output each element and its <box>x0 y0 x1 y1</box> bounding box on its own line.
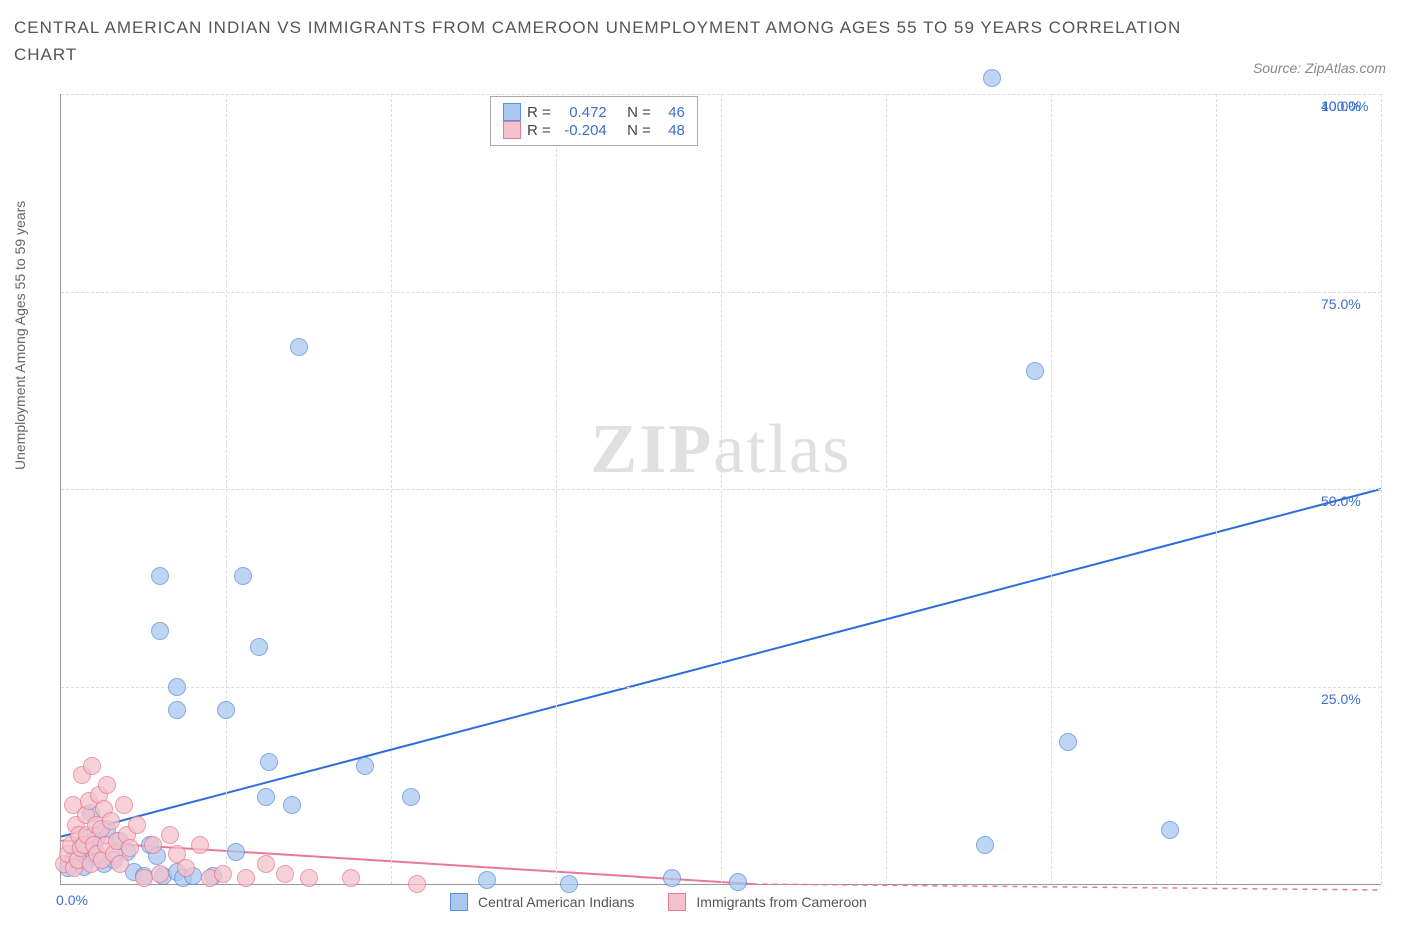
data-point <box>83 757 101 775</box>
legend-swatch <box>503 103 521 121</box>
data-point <box>214 865 232 883</box>
data-point <box>257 855 275 873</box>
data-point <box>342 869 360 887</box>
data-point <box>111 855 129 873</box>
data-point <box>478 871 496 889</box>
data-point <box>290 338 308 356</box>
data-point <box>250 638 268 656</box>
data-point <box>1059 733 1077 751</box>
data-point <box>102 812 120 830</box>
data-point <box>227 843 245 861</box>
data-point <box>276 865 294 883</box>
legend-swatch <box>503 121 521 139</box>
y-tick-label: 40.0% <box>1321 98 1361 114</box>
data-point <box>121 839 139 857</box>
y-axis-label: Unemployment Among Ages 55 to 59 years <box>12 201 28 470</box>
data-point <box>300 869 318 887</box>
gridline-horizontal <box>61 292 1381 293</box>
y-tick-label: 25.0% <box>1321 691 1361 707</box>
data-point <box>151 622 169 640</box>
legend-stats-row: R = -0.204 N = 48 <box>503 121 685 139</box>
data-point <box>234 567 252 585</box>
x-tick-label: 0.0% <box>56 892 88 908</box>
data-point <box>151 567 169 585</box>
data-point <box>128 816 146 834</box>
y-tick-label: 50.0% <box>1321 493 1361 509</box>
legend-stats-row: R = 0.472 N = 46 <box>503 103 685 121</box>
data-point <box>729 873 747 891</box>
legend-bottom: Central American Indians Immigrants from … <box>450 893 891 911</box>
gridline-horizontal <box>61 489 1381 490</box>
chart-title: CENTRAL AMERICAN INDIAN VS IMMIGRANTS FR… <box>14 14 1246 68</box>
stat-value-n: 48 <box>657 122 685 139</box>
stat-label-n: N = <box>627 104 651 121</box>
data-point <box>663 869 681 887</box>
gridline-vertical <box>1381 94 1382 884</box>
data-point <box>402 788 420 806</box>
legend-swatch <box>668 893 686 911</box>
data-point <box>217 701 235 719</box>
scatter-plot-area: ZIPatlas 25.0%50.0%75.0%100.0%40.0% <box>60 94 1381 885</box>
stat-label-n: N = <box>627 122 651 139</box>
legend-series-name: Central American Indians <box>478 894 634 910</box>
data-point <box>237 869 255 887</box>
data-point <box>356 757 374 775</box>
stat-value-r: 0.472 <box>557 104 607 121</box>
legend-series-name: Immigrants from Cameroon <box>696 894 866 910</box>
data-point <box>283 796 301 814</box>
y-tick-label: 75.0% <box>1321 296 1361 312</box>
data-point <box>168 701 186 719</box>
gridline-horizontal <box>61 687 1381 688</box>
stat-label-r: R = <box>527 122 551 139</box>
data-point <box>1026 362 1044 380</box>
trendline-dashed <box>752 884 1381 890</box>
data-point <box>1161 821 1179 839</box>
data-point <box>257 788 275 806</box>
data-point <box>260 753 278 771</box>
legend-swatch <box>450 893 468 911</box>
legend-stats-box: R = 0.472 N = 46 R = -0.204 N = 48 <box>490 96 698 146</box>
data-point <box>98 776 116 794</box>
stat-value-n: 46 <box>657 104 685 121</box>
gridline-horizontal <box>61 94 1381 95</box>
data-point <box>560 875 578 893</box>
data-point <box>151 865 169 883</box>
data-point <box>191 836 209 854</box>
data-point <box>408 875 426 893</box>
data-point <box>161 826 179 844</box>
data-point <box>144 836 162 854</box>
data-point <box>976 836 994 854</box>
stat-value-r: -0.204 <box>557 122 607 139</box>
stat-label-r: R = <box>527 104 551 121</box>
data-point <box>115 796 133 814</box>
data-point <box>135 869 153 887</box>
data-point <box>168 678 186 696</box>
source-attribution: Source: ZipAtlas.com <box>1253 60 1386 76</box>
data-point <box>177 859 195 877</box>
data-point <box>983 69 1001 87</box>
